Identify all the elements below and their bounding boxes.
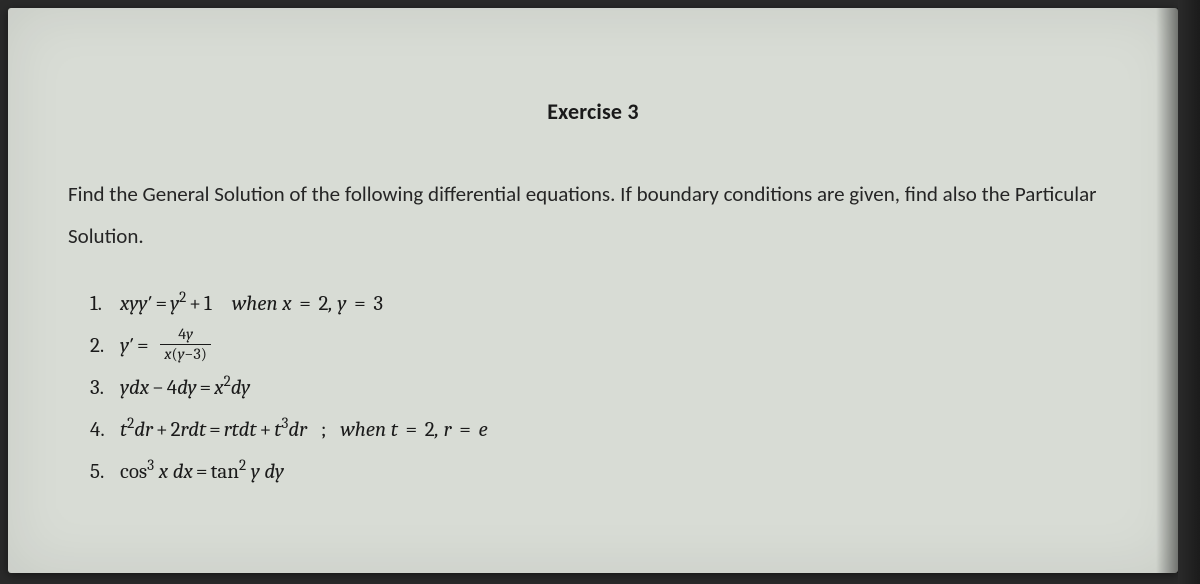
- equation: ydx−4dy=x2dy: [120, 376, 250, 400]
- numerator: 4y: [160, 326, 211, 346]
- exercise-title: Exercise 3: [68, 98, 1118, 125]
- problem-number: 4.: [90, 411, 105, 450]
- page-edge-shadow: [1156, 8, 1178, 573]
- problem-list: 1. xyy′=y2+1 ︎ when x = 2, y = 3 2. y′= …: [68, 285, 1118, 492]
- instructions-text: Find the General Solution of the followi…: [68, 173, 1118, 257]
- denominator: x(y−3): [160, 345, 211, 364]
- equation: xyy′=y2+1: [120, 292, 216, 316]
- document-page: Exercise 3 Find the General Solution of …: [8, 8, 1178, 573]
- problem-2: 2. y′= 4y x(y−3): [120, 327, 1118, 366]
- fraction: 4y x(y−3): [160, 326, 211, 364]
- screen-edge: [1178, 0, 1200, 584]
- problem-4: 4. t2dr+2rdt=rtdt+t3dr ; when t = 2, r =…: [120, 411, 1118, 450]
- equation: cos3 x dx=tan2 y dy: [120, 460, 284, 484]
- problem-5: 5. cos3 x dx=tan2 y dy: [120, 453, 1118, 492]
- boundary-condition: when x = 2, y = 3: [232, 292, 383, 316]
- problem-1: 1. xyy′=y2+1 ︎ when x = 2, y = 3: [120, 285, 1118, 324]
- boundary-condition: when t = 2, r = e: [340, 418, 487, 442]
- problem-number: 1.: [90, 285, 102, 324]
- equation: y′= 4y x(y−3): [120, 334, 215, 358]
- problem-number: 2.: [90, 327, 104, 366]
- problem-number: 3.: [90, 369, 104, 408]
- equation: t2dr+2rdt=rtdt+t3dr: [120, 418, 312, 442]
- problem-3: 3. ydx−4dy=x2dy: [120, 369, 1118, 408]
- problem-number: 5.: [90, 453, 104, 492]
